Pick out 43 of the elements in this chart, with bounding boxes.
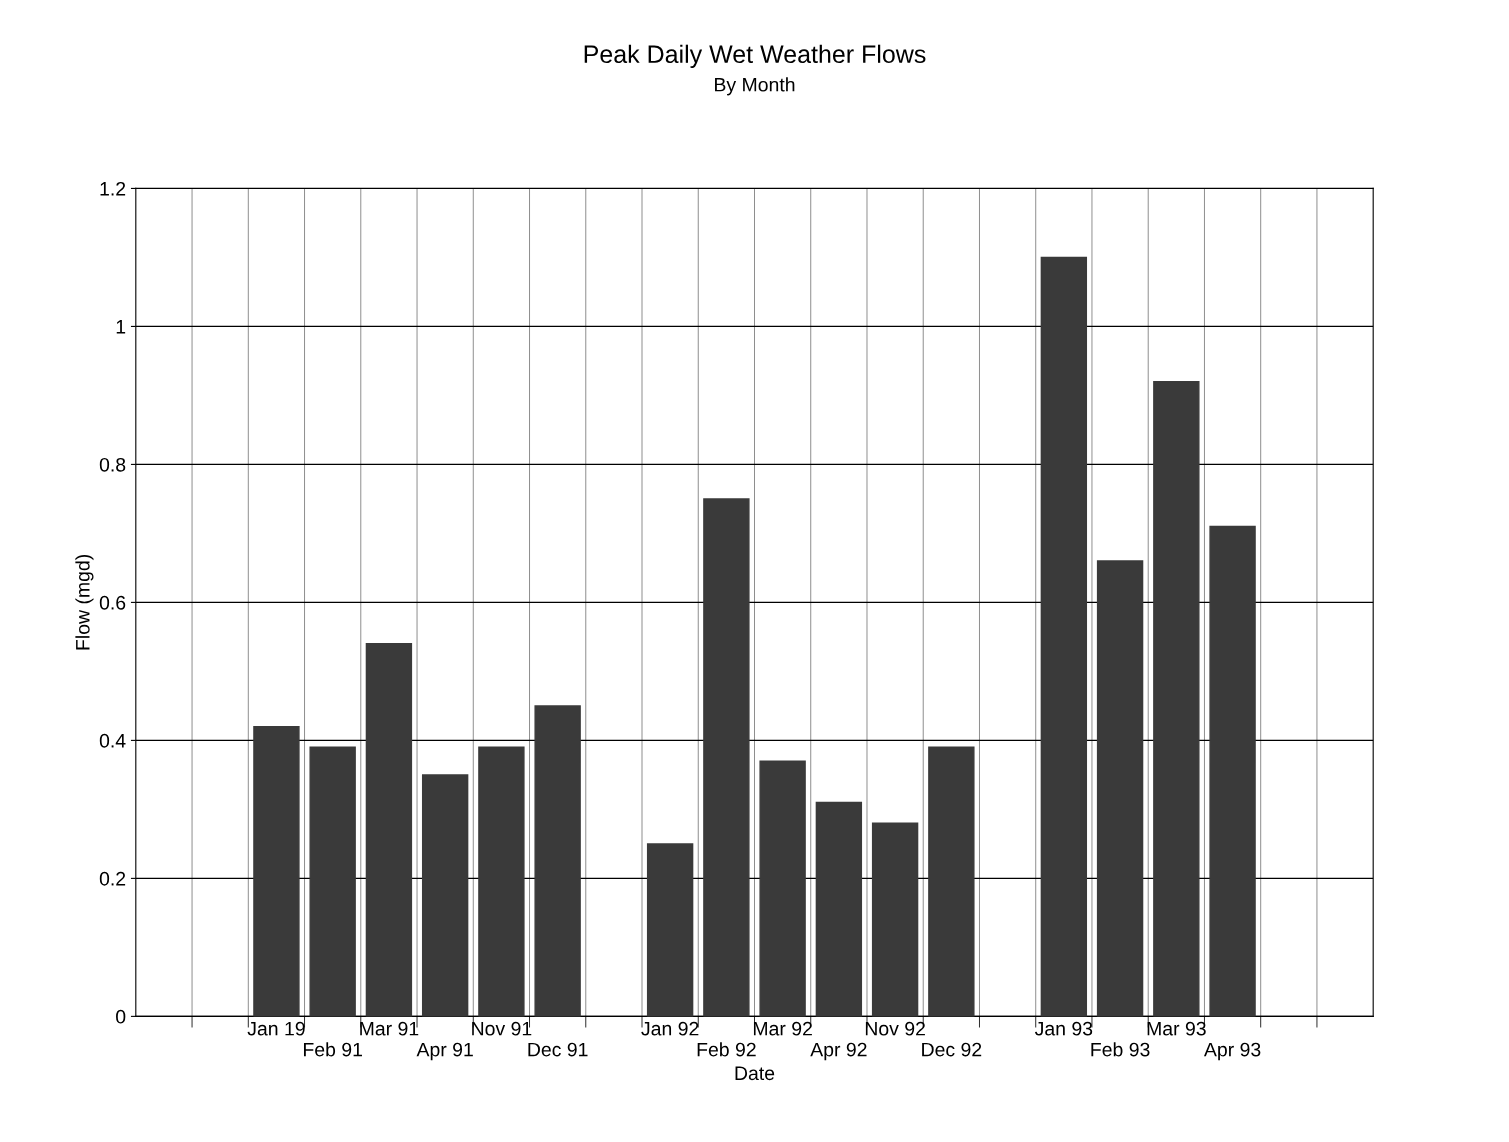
bar: [1209, 525, 1256, 1017]
x-tick-label: Feb 91: [304, 1042, 362, 1057]
x-tick-label: Dec 91: [528, 1042, 588, 1057]
y-tick-label: 0.2: [99, 871, 126, 886]
x-tick-label: Jan 19: [247, 1021, 305, 1036]
x-tick-label: Mar 91: [360, 1021, 419, 1036]
x-tick-label: Nov 91: [472, 1021, 532, 1036]
x-axis-title: Date: [735, 1066, 775, 1081]
y-tick-label: 0.4: [99, 733, 126, 748]
y-tick-label: 1: [116, 320, 126, 334]
x-tick-label: Mar 93: [1147, 1021, 1206, 1036]
bar: [253, 725, 300, 1017]
y-tick-label: 0: [116, 1009, 126, 1024]
bar: [309, 746, 356, 1017]
x-tick-label: Jan 93: [1034, 1021, 1093, 1036]
bar: [871, 822, 919, 1017]
bar: [928, 746, 975, 1017]
x-tick-label: Feb 93: [1091, 1042, 1150, 1057]
y-tick-label: 1.2: [100, 181, 126, 196]
bar: [1153, 380, 1200, 1017]
x-tick-label: Apr 92: [810, 1042, 867, 1061]
y-axis-title: Flow (mgd): [75, 554, 94, 650]
bar: [365, 643, 413, 1017]
y-tick-label: 0.6: [99, 595, 126, 610]
x-tick-label: Jan 92: [641, 1021, 699, 1036]
chart-title: Peak Daily Wet Weather Flows: [584, 44, 926, 68]
y-tick-label: 0.8: [99, 457, 126, 472]
bar: [1040, 256, 1088, 1017]
x-tick-label: Mar 92: [753, 1021, 812, 1036]
bar: [534, 705, 581, 1017]
bar: [478, 746, 525, 1017]
bar: [1096, 560, 1144, 1017]
chart-subtitle: By Month: [715, 77, 795, 96]
bar: [703, 498, 750, 1017]
x-tick-label: Apr 93: [1203, 1042, 1261, 1061]
bar: [646, 843, 694, 1017]
bar: [815, 801, 863, 1017]
x-tick-label: Dec 92: [922, 1042, 982, 1057]
x-tick-label: Feb 92: [697, 1042, 756, 1057]
x-tick-label: Nov 92: [865, 1021, 925, 1036]
x-tick-label: Apr 91: [416, 1042, 473, 1061]
bar: [759, 760, 806, 1017]
bar: [421, 774, 469, 1017]
